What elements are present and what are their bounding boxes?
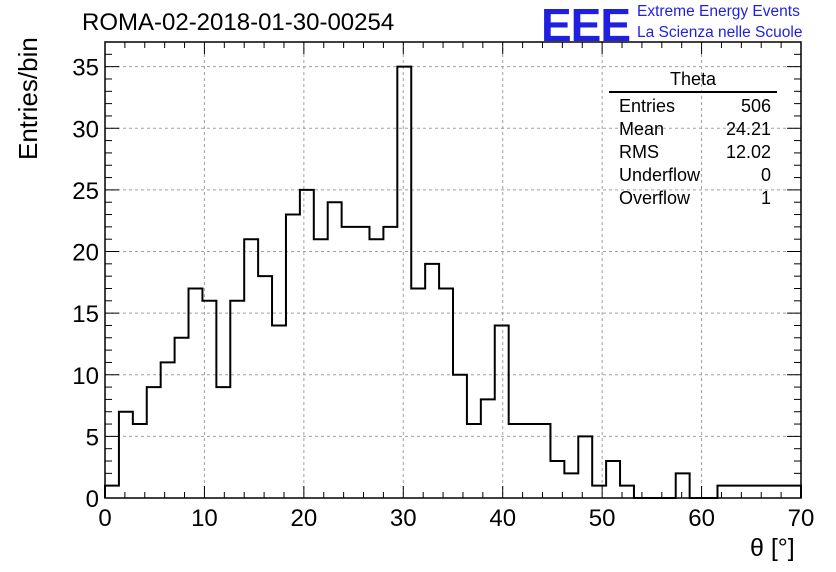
stats-row-overflow: Overflow 1 (609, 187, 777, 210)
y-tick-label: 0 (86, 486, 99, 513)
histogram-bin (676, 473, 690, 498)
stats-row-underflow: Underflow 0 (609, 164, 777, 187)
y-tick-label: 30 (72, 116, 99, 143)
histogram-bin (105, 486, 119, 498)
histogram-bin (439, 288, 453, 498)
stats-label: RMS (619, 142, 659, 162)
histogram-bin (453, 375, 467, 498)
histogram-bin (369, 239, 383, 498)
stats-value: 0 (760, 165, 771, 185)
histogram-bin (202, 301, 216, 498)
y-tick-label: 15 (72, 301, 99, 328)
histogram-bin (523, 424, 537, 498)
histogram-bin (328, 202, 342, 498)
histogram-bin (147, 387, 161, 498)
x-tick-label: 40 (489, 505, 516, 532)
y-tick-label: 35 (72, 55, 99, 82)
histogram-bin (244, 239, 258, 498)
y-tick-label: 20 (72, 240, 99, 267)
x-tick-label: 0 (98, 505, 111, 532)
stats-row-mean: Mean 24.21 (609, 118, 777, 141)
x-tick-label: 10 (191, 505, 218, 532)
histogram-bin (550, 461, 564, 498)
histogram-bin (175, 338, 189, 498)
y-tick-label: 5 (86, 424, 99, 451)
x-tick-label: 70 (788, 505, 815, 532)
logo-caption-line2: La Scienza nelle Scuole (637, 24, 803, 41)
histogram-bin (286, 215, 300, 498)
stats-label: Overflow (619, 188, 691, 208)
histogram-bin (620, 486, 634, 498)
x-tick-label: 20 (291, 505, 318, 532)
histogram-bin (606, 461, 620, 498)
stats-label: Entries (619, 96, 676, 116)
x-axis-label: θ [°] (750, 534, 795, 562)
y-tick-label: 25 (72, 178, 99, 205)
x-tick-label: 30 (390, 505, 417, 532)
histogram-bin (773, 486, 787, 498)
stats-value: 12.02 (725, 142, 771, 162)
histogram-bin (383, 227, 397, 498)
histogram-bin (481, 399, 495, 498)
histogram-bin (397, 67, 411, 498)
histogram-bin (425, 264, 439, 498)
y-tick-label: 10 (72, 363, 99, 390)
histogram-bin (509, 424, 523, 498)
histogram-bin (787, 486, 801, 498)
stats-label: Mean (619, 119, 665, 139)
stats-row-entries: Entries 506 (609, 95, 777, 118)
stats-title: Theta (609, 69, 777, 93)
histogram-bin (745, 486, 759, 498)
histogram-bin (717, 486, 731, 498)
histogram-bin (258, 276, 272, 498)
x-tick-label: 60 (688, 505, 715, 532)
histogram-bin (356, 227, 370, 498)
histogram-bin (537, 424, 551, 498)
stats-label: Underflow (619, 165, 701, 185)
stats-value: 24.21 (725, 119, 771, 139)
histogram-bin (230, 301, 244, 498)
logo-caption-line1: Extreme Energy Events (637, 3, 800, 20)
y-axis-label: Entries/bin (13, 37, 43, 160)
histogram-bin (411, 288, 425, 498)
histogram-bin (564, 473, 578, 498)
histogram-bin (495, 325, 509, 498)
run-title: ROMA-02-2018-01-30-00254 (82, 9, 395, 36)
histogram-bin (300, 190, 314, 498)
histogram-bin (272, 325, 286, 498)
histogram-bin (592, 486, 606, 498)
stats-row-rms: RMS 12.02 (609, 141, 777, 164)
histogram-bin (133, 424, 147, 498)
stats-value: 1 (760, 188, 771, 208)
histogram-bin (731, 486, 745, 498)
histogram-bin (189, 288, 203, 498)
histogram-bin (119, 412, 133, 498)
histogram-bin (759, 486, 773, 498)
histogram-bin (342, 227, 356, 498)
stats-box: Theta Entries 506 Mean 24.21 RMS 12.02 U… (609, 69, 777, 210)
stats-value: 506 (740, 96, 771, 116)
plot-frame (104, 41, 802, 499)
histogram-bin (578, 436, 592, 498)
histogram-bin (467, 424, 481, 498)
x-tick-label: 50 (589, 505, 616, 532)
histogram-bin (314, 239, 328, 498)
histogram-bin (161, 362, 175, 498)
histogram-bin (216, 387, 230, 498)
